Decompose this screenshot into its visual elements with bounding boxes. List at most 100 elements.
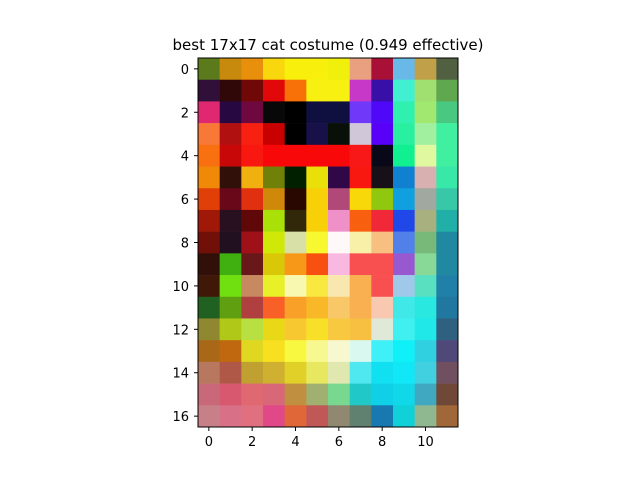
- heatmap-cell-r12-c6: [328, 318, 350, 341]
- heatmap-cell-r11-c7: [349, 296, 372, 319]
- heatmap-cell-r7-c4: [284, 209, 307, 232]
- heatmap-cell-r5-c2: [241, 166, 264, 189]
- heatmap-cell-r11-c2: [241, 296, 264, 319]
- heatmap-cell-r15-c0: [198, 383, 220, 406]
- heatmap-cell-r1-c7: [349, 79, 372, 102]
- heatmap-cell-r14-c6: [328, 361, 350, 384]
- heatmap-cell-r4-c4: [284, 144, 307, 167]
- heatmap-cell-r14-c4: [284, 361, 307, 384]
- heatmap-cell-r16-c4: [284, 405, 307, 428]
- heatmap-cell-r4-c6: [328, 144, 350, 167]
- heatmap-cell-r13-c9: [393, 340, 415, 363]
- heatmap-cell-r6-c4: [284, 188, 307, 211]
- heatmap-cell-r2-c1: [219, 101, 242, 124]
- heatmap-cell-r2-c9: [393, 101, 415, 124]
- heatmap-cell-r4-c9: [393, 144, 415, 167]
- heatmap-cell-r5-c8: [371, 166, 394, 189]
- heatmap-cell-r7-c11: [436, 209, 459, 232]
- heatmap-cell-r0-c5: [306, 58, 329, 81]
- heatmap-cell-r13-c10: [414, 340, 437, 363]
- heatmap-cell-r7-c8: [371, 209, 394, 232]
- heatmap-cell-r11-c0: [198, 296, 220, 319]
- heatmap-cell-r12-c9: [393, 318, 415, 341]
- heatmap-cell-r6-c2: [241, 188, 264, 211]
- heatmap-cell-r9-c11: [436, 253, 459, 276]
- heatmap-cell-r11-c9: [393, 296, 415, 319]
- heatmap-cell-r15-c11: [436, 383, 459, 406]
- heatmap-cell-r7-c9: [393, 209, 415, 232]
- heatmap-cell-r7-c2: [241, 209, 264, 232]
- heatmap-cell-r5-c1: [219, 166, 242, 189]
- heatmap-cell-r2-c7: [349, 101, 372, 124]
- heatmap-cell-r12-c5: [306, 318, 329, 341]
- heatmap-cell-r14-c0: [198, 361, 220, 384]
- heatmap-cell-r3-c1: [219, 123, 242, 146]
- heatmap-cell-r13-c8: [371, 340, 394, 363]
- heatmap-cell-r14-c3: [263, 361, 285, 384]
- heatmap-cell-r7-c6: [328, 209, 350, 232]
- heatmap-cell-r2-c4: [284, 101, 307, 124]
- heatmap-cell-r10-c3: [263, 275, 285, 298]
- heatmap-cell-r12-c3: [263, 318, 285, 341]
- heatmap-cell-r9-c8: [371, 253, 394, 276]
- heatmap-cell-r11-c1: [219, 296, 242, 319]
- x-tick-label: 4: [291, 435, 299, 450]
- heatmap-cell-r7-c3: [263, 209, 285, 232]
- heatmap-cell-r9-c2: [241, 253, 264, 276]
- heatmap-cell-r15-c1: [219, 383, 242, 406]
- heatmap-cell-r8-c3: [263, 231, 285, 254]
- heatmap-cell-r16-c8: [371, 405, 394, 428]
- heatmap-cell-r6-c7: [349, 188, 372, 211]
- heatmap-cell-r5-c7: [349, 166, 372, 189]
- heatmap-cell-r16-c1: [219, 405, 242, 428]
- heatmap-cell-r5-c9: [393, 166, 415, 189]
- heatmap-cell-r10-c11: [436, 275, 459, 298]
- heatmap-cell-r10-c8: [371, 275, 394, 298]
- heatmap-cell-r1-c10: [414, 79, 437, 102]
- heatmap-cell-r5-c0: [198, 166, 220, 189]
- heatmap-cell-r10-c9: [393, 275, 415, 298]
- heatmap-cell-r10-c7: [349, 275, 372, 298]
- heatmap-cell-r10-c10: [414, 275, 437, 298]
- heatmap-cell-r0-c7: [349, 58, 372, 81]
- heatmap-cell-r15-c7: [349, 383, 372, 406]
- heatmap-cells: [198, 58, 459, 428]
- heatmap-cell-r2-c10: [414, 101, 437, 124]
- heatmap-cell-r3-c2: [241, 123, 264, 146]
- heatmap-cell-r0-c11: [436, 58, 459, 81]
- heatmap-cell-r4-c2: [241, 144, 264, 167]
- heatmap-cell-r13-c1: [219, 340, 242, 363]
- heatmap-cell-r6-c8: [371, 188, 394, 211]
- heatmap-cell-r6-c9: [393, 188, 415, 211]
- heatmap-cell-r5-c3: [263, 166, 285, 189]
- heatmap-cell-r16-c11: [436, 405, 459, 428]
- heatmap-cell-r0-c9: [393, 58, 415, 81]
- heatmap-cell-r8-c5: [306, 231, 329, 254]
- heatmap-cell-r4-c1: [219, 144, 242, 167]
- heatmap-cell-r1-c5: [306, 79, 329, 102]
- heatmap-cell-r14-c8: [371, 361, 394, 384]
- heatmap-cell-r8-c6: [328, 231, 350, 254]
- heatmap-cell-r13-c6: [328, 340, 350, 363]
- heatmap-cell-r1-c6: [328, 79, 350, 102]
- heatmap-cell-r3-c11: [436, 123, 459, 146]
- y-tick-label: 0: [181, 63, 189, 78]
- heatmap-cell-r16-c5: [306, 405, 329, 428]
- heatmap-cell-r2-c2: [241, 101, 264, 124]
- x-tick-label: 0: [205, 435, 213, 450]
- heatmap-cell-r15-c6: [328, 383, 350, 406]
- heatmap-cell-r2-c5: [306, 101, 329, 124]
- heatmap-cell-r12-c7: [349, 318, 372, 341]
- chart-title: best 17x17 cat costume (0.949 effective): [173, 36, 484, 54]
- heatmap-cell-r8-c4: [284, 231, 307, 254]
- heatmap-cell-r16-c10: [414, 405, 437, 428]
- heatmap-cell-r3-c10: [414, 123, 437, 146]
- heatmap-cell-r7-c10: [414, 209, 437, 232]
- heatmap-cell-r16-c3: [263, 405, 285, 428]
- heatmap-cell-r4-c0: [198, 144, 220, 167]
- x-tick-label: 8: [378, 435, 386, 450]
- y-tick-label: 16: [172, 410, 189, 425]
- y-tick-label: 2: [181, 106, 189, 121]
- heatmap-cell-r6-c5: [306, 188, 329, 211]
- heatmap-cell-r9-c10: [414, 253, 437, 276]
